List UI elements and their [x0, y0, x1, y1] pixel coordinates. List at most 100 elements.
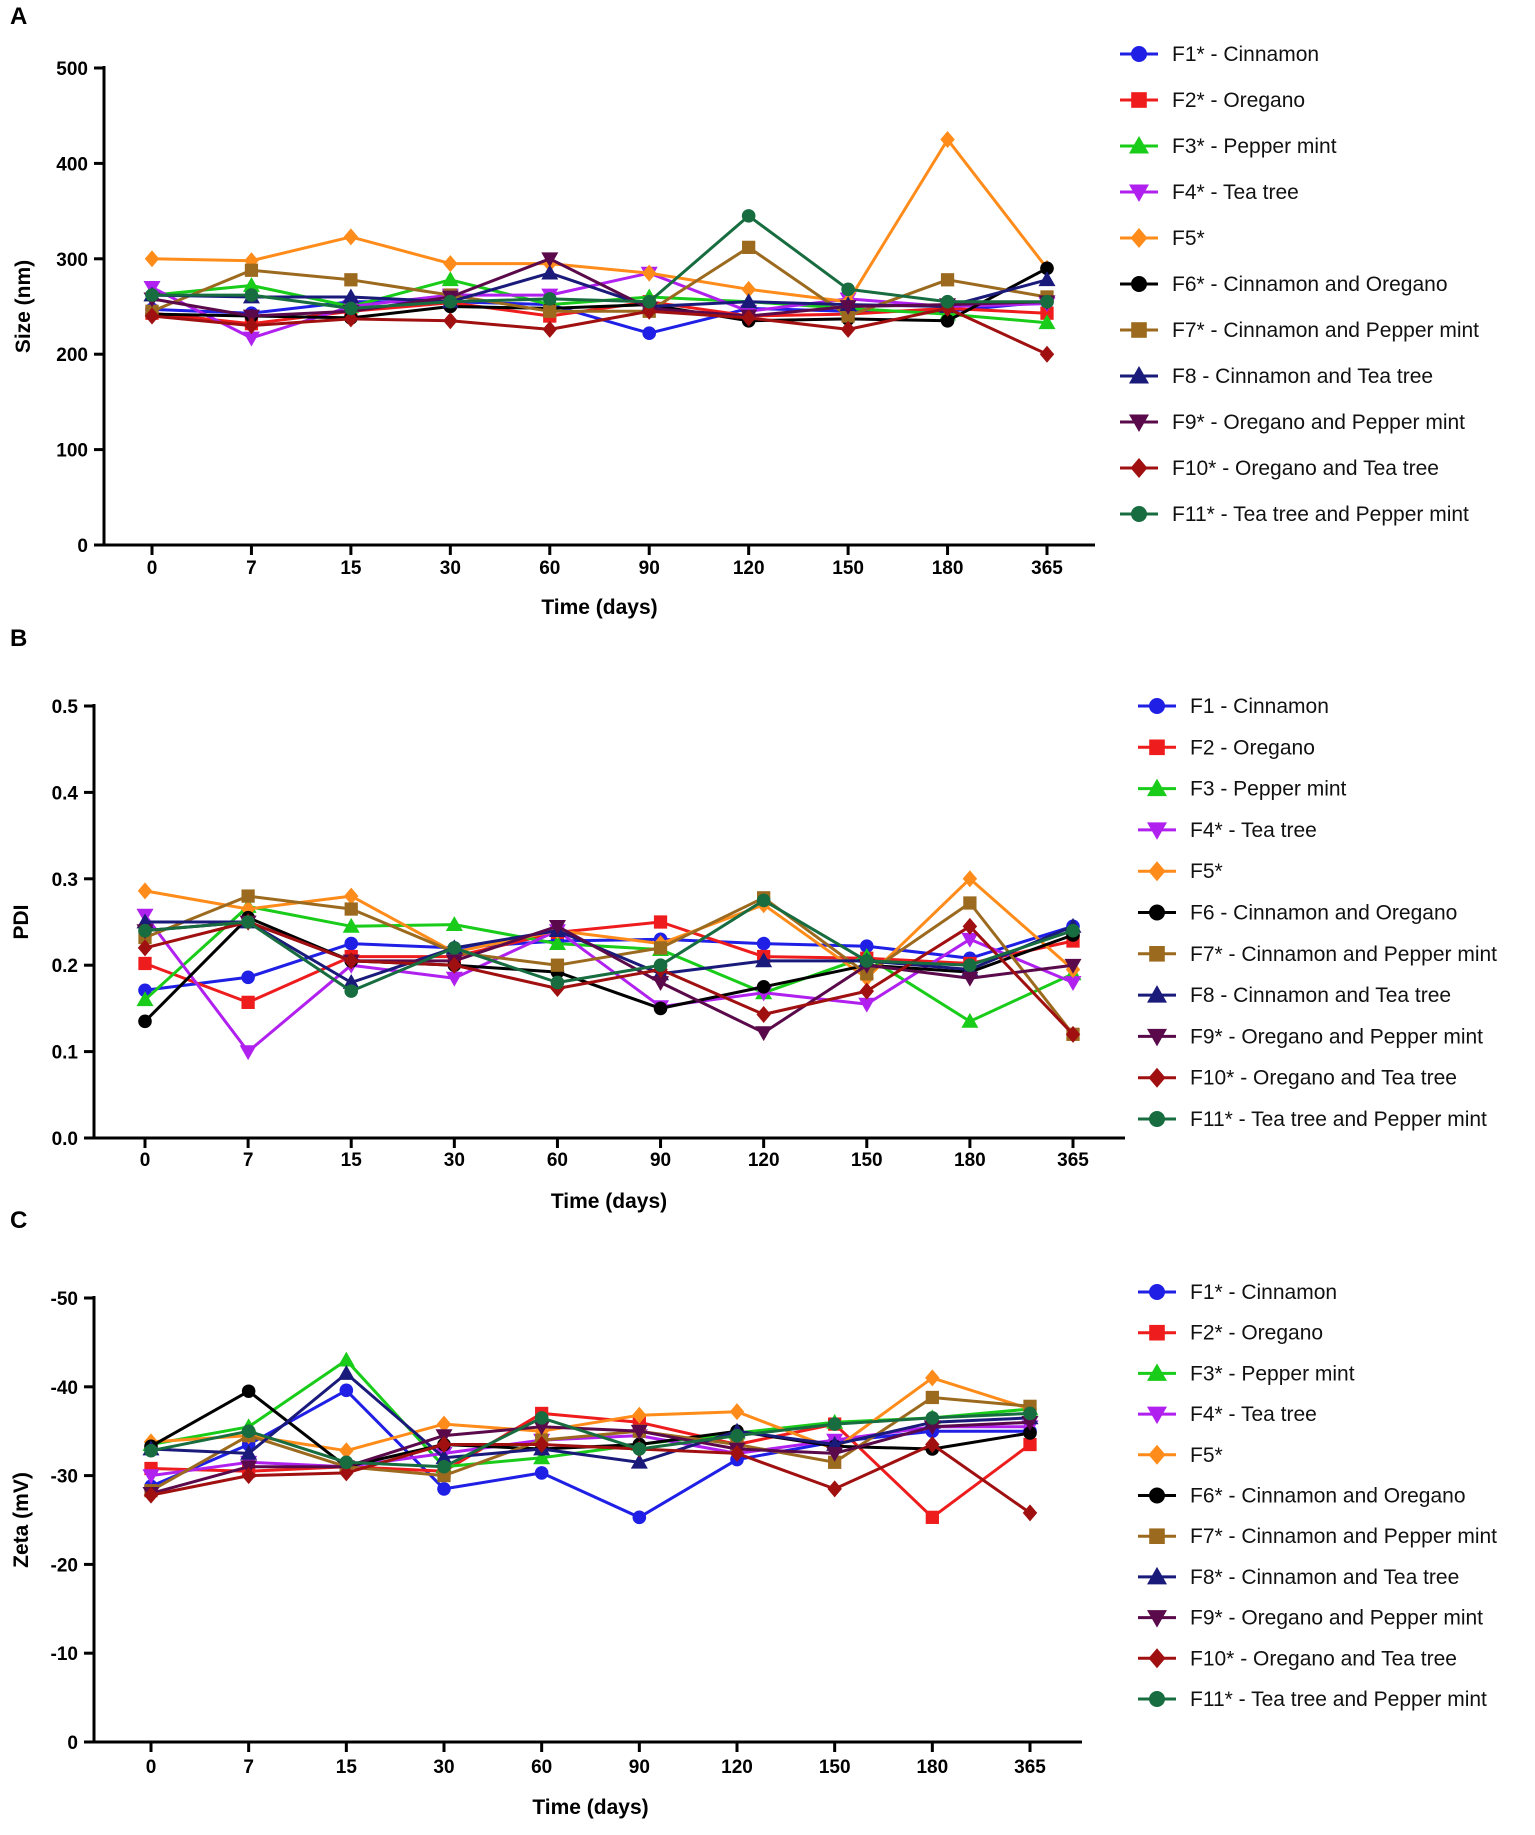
x-tick-label: 15 — [336, 1757, 358, 1778]
data-point — [729, 1403, 745, 1421]
legend-marker — [1147, 1363, 1167, 1381]
data-point — [533, 1449, 551, 1465]
legend-marker — [1149, 1284, 1165, 1300]
data-point — [138, 923, 152, 938]
series-line — [143, 904, 1074, 1023]
series-f11-tea-tree-and-pepper-mint — [145, 209, 1054, 316]
x-tick-label: 90 — [639, 558, 660, 579]
legend-entry: F2* - Oregano — [1138, 1322, 1323, 1345]
legend-label: F9* - Oregano and Pepper mint — [1190, 1025, 1483, 1048]
data-point — [337, 1364, 355, 1380]
legend-entry: F8* - Cinnamon and Tea tree — [1138, 1566, 1459, 1589]
data-point — [642, 326, 657, 341]
data-point — [443, 312, 458, 330]
data-point — [940, 273, 955, 287]
y-tick-label: -50 — [51, 1289, 78, 1310]
series-line — [144, 924, 1074, 992]
legend-marker — [1149, 946, 1165, 962]
data-point — [242, 331, 260, 347]
y-tick-label: 200 — [56, 345, 88, 366]
data-point — [632, 1406, 647, 1424]
data-point — [1066, 923, 1080, 938]
series-line — [150, 1372, 1031, 1464]
x-tick-label: 90 — [629, 1757, 650, 1778]
data-point — [1023, 1406, 1037, 1421]
series-line — [150, 1443, 1031, 1515]
legend-label: F8 - Cinnamon and Tea tree — [1172, 365, 1433, 388]
panel-letter: B — [10, 625, 27, 652]
legend-marker — [1149, 1111, 1165, 1127]
x-tick-label: 150 — [819, 1757, 851, 1778]
legend-label: F6* - Cinnamon and Oregano — [1172, 273, 1448, 296]
legend-label: F8 - Cinnamon and Tea tree — [1190, 984, 1451, 1007]
data-point — [630, 1424, 648, 1440]
data-point — [827, 1480, 842, 1498]
y-tick-label: 0.5 — [52, 697, 79, 718]
data-point — [436, 1436, 452, 1454]
data-point — [344, 902, 358, 916]
legend-label: F5* — [1172, 227, 1205, 250]
series-line — [150, 1358, 1031, 1469]
data-point — [756, 980, 771, 994]
legend-entry: F2* - Oregano — [1120, 89, 1305, 112]
data-point — [741, 280, 756, 298]
series-line — [150, 1396, 1031, 1493]
data-point — [653, 941, 668, 955]
data-point — [841, 282, 855, 297]
legend-marker — [1147, 778, 1167, 797]
y-axis-title: Zeta (mV) — [10, 1472, 33, 1568]
series-f10-oregano-and-tea-tree — [144, 299, 1055, 363]
legend-label: F11* - Tea tree and Pepper mint — [1190, 1108, 1487, 1131]
data-point — [239, 1045, 257, 1061]
x-tick-label: 0 — [147, 558, 158, 579]
data-point — [542, 320, 558, 338]
data-point — [940, 294, 955, 309]
data-point — [342, 973, 360, 989]
panel-b: B 0.0 0.1 0.2 0.3 0.4 0.5 0 7 15 30 60 90 120 150 180 36… — [10, 625, 1497, 1213]
data-point — [756, 936, 771, 951]
data-point — [841, 309, 855, 323]
x-tick-label: 7 — [243, 1150, 254, 1171]
legend-entry: F2 - Oregano — [1138, 736, 1315, 759]
legend-entry: F7* - Cinnamon and Pepper mint — [1138, 1525, 1497, 1548]
legend-marker — [1148, 1648, 1166, 1669]
panel-a: A 0 100 200 300 400 500 0 7 15 30 60 90 120 150 180 365 T… — [10, 3, 1479, 619]
legend-entry: F1 - Cinnamon — [1138, 695, 1329, 718]
x-tick-label: 60 — [547, 1150, 568, 1171]
data-point — [826, 1447, 844, 1462]
data-point — [534, 1436, 549, 1454]
legend-entry: F9* - Oregano and Pepper mint — [1138, 1025, 1483, 1048]
data-point — [961, 932, 979, 948]
data-point — [740, 293, 758, 309]
x-tick-label: 365 — [1057, 1150, 1089, 1171]
legend-marker — [1129, 366, 1149, 384]
data-point — [755, 1026, 773, 1042]
data-point — [241, 1424, 256, 1438]
data-point — [961, 971, 979, 987]
data-point — [756, 893, 771, 908]
y-tick-label: 0.4 — [52, 783, 79, 804]
data-point — [741, 209, 756, 223]
data-point — [1039, 345, 1055, 363]
data-point — [533, 1420, 551, 1436]
legend-marker — [1131, 322, 1147, 338]
data-point — [1040, 294, 1054, 309]
legend-marker — [1147, 1406, 1167, 1425]
legend-marker — [1148, 861, 1166, 882]
data-point — [940, 314, 955, 328]
y-tick-label: -10 — [51, 1644, 78, 1665]
data-point — [144, 1443, 158, 1458]
x-axis-title: Time (days) — [541, 596, 657, 619]
data-point — [244, 317, 259, 335]
legend-label: F8* - Cinnamon and Tea tree — [1190, 1566, 1459, 1589]
data-point — [925, 1369, 940, 1387]
data-point — [962, 870, 978, 888]
x-tick-label: 150 — [851, 1150, 883, 1171]
series-line — [150, 1376, 1031, 1453]
data-point — [447, 956, 462, 974]
x-tick-label: 120 — [733, 558, 765, 579]
data-point — [961, 1012, 979, 1028]
data-point — [1023, 1426, 1037, 1440]
legend-label: F7* - Cinnamon and Pepper mint — [1172, 319, 1479, 342]
data-point — [839, 300, 857, 315]
